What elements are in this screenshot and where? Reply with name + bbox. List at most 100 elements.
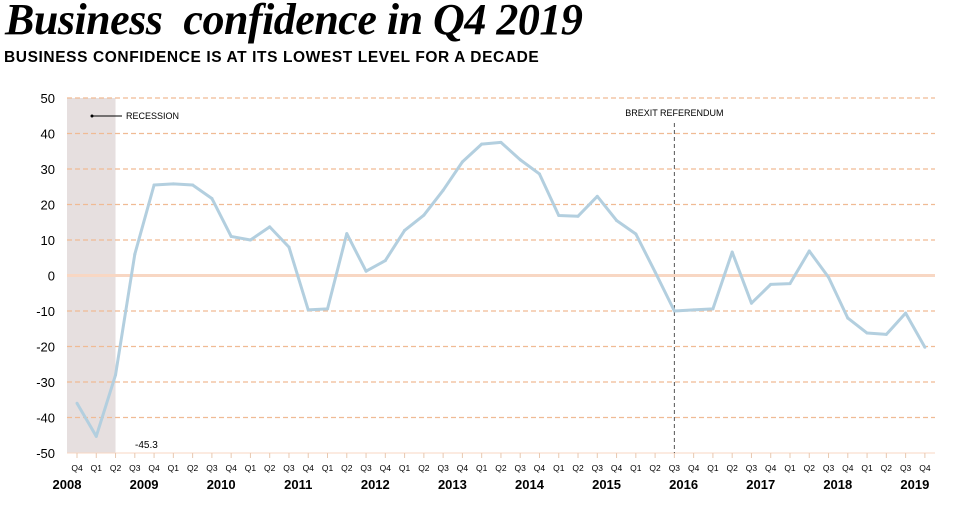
- x-tick-label: Q3: [592, 463, 604, 473]
- data-point: [884, 332, 888, 336]
- chart-title: Business confidence in Q4 2019: [5, 0, 583, 44]
- x-tick-label: Q4: [534, 463, 546, 473]
- year-label: 2019: [900, 477, 929, 492]
- data-point: [460, 160, 464, 164]
- y-axis-ticks: 50 40 30 20 10 0 -10 -20 -30 -40 -50: [36, 91, 55, 461]
- data-point: [441, 188, 445, 192]
- x-tick-label: Q4: [225, 463, 237, 473]
- x-tick-label: Q3: [437, 463, 449, 473]
- y-tick-label: 10: [41, 233, 55, 248]
- x-tick-label: Q1: [476, 463, 488, 473]
- x-tick-label: Q3: [746, 463, 758, 473]
- data-point: [94, 434, 98, 438]
- data-point: [615, 218, 619, 222]
- x-tick-label: Q4: [688, 463, 700, 473]
- x-tick-label: Q1: [399, 463, 411, 473]
- x-tick-label: Q1: [707, 463, 719, 473]
- x-tick-label: Q4: [611, 463, 623, 473]
- data-point: [152, 183, 156, 187]
- data-point: [345, 232, 349, 236]
- y-tick-label: -20: [36, 340, 55, 355]
- x-tick-label: Q2: [804, 463, 816, 473]
- x-tick-label: Q1: [630, 463, 642, 473]
- series-points: [75, 140, 927, 438]
- x-tick-label: Q2: [495, 463, 507, 473]
- year-label: 2016: [669, 477, 698, 492]
- data-point: [403, 228, 407, 232]
- data-point: [749, 301, 753, 305]
- data-point: [923, 345, 927, 349]
- year-label: 2014: [515, 477, 545, 492]
- x-tick-label: Q4: [303, 463, 315, 473]
- data-point: [364, 269, 368, 273]
- min-value-label: -45.3: [135, 440, 158, 451]
- x-tick-label: Q2: [727, 463, 739, 473]
- year-label: 2018: [823, 477, 852, 492]
- data-point: [268, 225, 272, 229]
- data-point: [827, 275, 831, 279]
- y-tick-label: 50: [41, 91, 55, 106]
- data-point: [788, 282, 792, 286]
- data-point: [133, 252, 137, 256]
- x-tick-label: Q4: [457, 463, 469, 473]
- x-tick-label: Q3: [823, 463, 835, 473]
- data-point: [422, 213, 426, 217]
- y-tick-label: -30: [36, 375, 55, 390]
- x-tick-label: Q2: [649, 463, 661, 473]
- x-tick-label: Q4: [842, 463, 854, 473]
- y-tick-label: -10: [36, 304, 55, 319]
- y-tick-label: -40: [36, 411, 55, 426]
- x-tick-label: Q2: [341, 463, 353, 473]
- y-tick-label: 0: [48, 269, 55, 284]
- x-tick-label: Q2: [264, 463, 276, 473]
- x-tick-label: Q1: [553, 463, 565, 473]
- x-tick-label: Q3: [129, 463, 141, 473]
- x-tick-label: Q3: [900, 463, 912, 473]
- data-point: [383, 259, 387, 263]
- x-tick-label: Q3: [669, 463, 681, 473]
- x-tick-label: Q4: [380, 463, 392, 473]
- data-point: [692, 308, 696, 312]
- x-tick-label: Q2: [881, 463, 893, 473]
- data-point: [75, 401, 79, 405]
- x-tick-label: Q3: [515, 463, 527, 473]
- data-point: [730, 250, 734, 254]
- data-point: [326, 307, 330, 311]
- year-label: 2011: [284, 477, 312, 492]
- data-point: [711, 307, 715, 311]
- data-point: [576, 214, 580, 218]
- chart-subtitle: BUSINESS CONFIDENCE IS AT ITS LOWEST LEV…: [4, 49, 540, 66]
- year-label: 2012: [361, 477, 390, 492]
- x-tick-label: Q1: [784, 463, 796, 473]
- data-point: [557, 214, 561, 218]
- y-tick-label: -50: [36, 446, 55, 461]
- x-tick-label: Q4: [765, 463, 777, 473]
- brexit-label: BREXIT REFERENDUM: [625, 108, 723, 118]
- recession-pointer-dot: [90, 114, 94, 118]
- x-tick-label: Q3: [360, 463, 372, 473]
- year-label: 2017: [746, 477, 775, 492]
- data-point: [210, 196, 214, 200]
- x-tick-label: Q4: [71, 463, 83, 473]
- data-point: [904, 311, 908, 315]
- data-point: [846, 316, 850, 320]
- data-point: [306, 308, 310, 312]
- x-tick-label: Q2: [110, 463, 122, 473]
- x-axis-ticks: Q4 Q1 Q2 Q3 Q4 Q1 Q2 Q3 Q4 Q1 Q2 Q3 Q4 Q1 Q2 Q3 Q4 Q1 Q2 Q3…: [53, 453, 931, 492]
- data-point: [634, 232, 638, 236]
- data-point: [595, 194, 599, 198]
- x-tick-label: Q1: [168, 463, 180, 473]
- data-point: [114, 373, 118, 377]
- x-tick-label: Q3: [206, 463, 218, 473]
- data-point: [672, 309, 676, 313]
- data-point: [480, 142, 484, 146]
- x-tick-label: Q1: [322, 463, 334, 473]
- year-label: 2008: [53, 477, 82, 492]
- year-label: 2010: [207, 477, 236, 492]
- y-tick-label: 30: [41, 162, 55, 177]
- gridlines: [67, 97, 935, 454]
- data-point: [653, 270, 657, 274]
- x-tick-label: Q4: [148, 463, 160, 473]
- x-tick-label: Q2: [418, 463, 430, 473]
